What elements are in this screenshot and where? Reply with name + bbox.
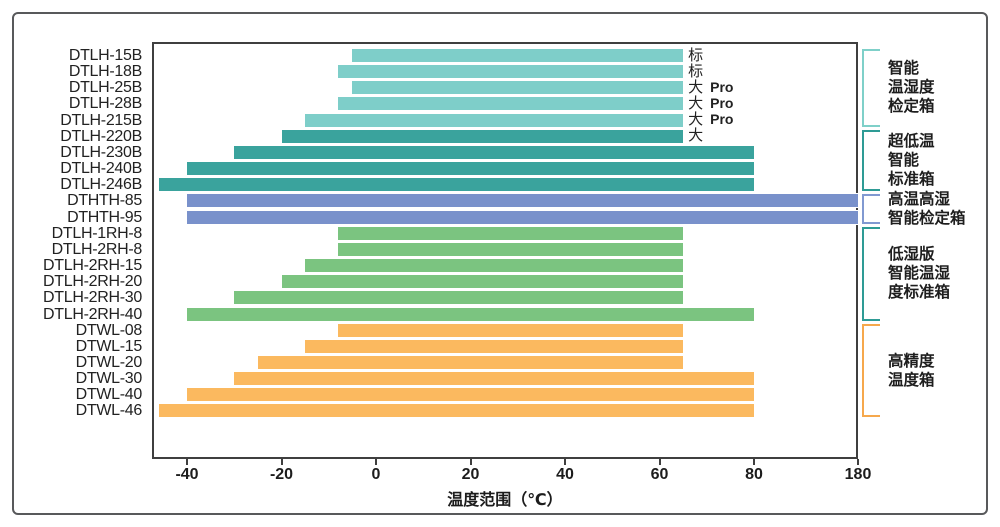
bar-tag: 大 [688,127,704,145]
range-bar [281,129,684,143]
range-bar [234,291,684,305]
bar-tag: 标 [688,46,704,64]
y-axis-label: DTLH-1RH-8 [51,224,143,242]
y-axis-label: DTLH-15B [68,47,142,64]
y-axis-label: DTLH-2RH-30 [43,289,142,307]
range-bar [257,356,684,370]
range-bar [352,81,684,95]
x-tick-label: 0 [371,466,381,483]
y-axis-label: DTHTH-85 [67,192,142,210]
bar-tag: 大 Pro [688,94,734,112]
y-axis-label: DTLH-215B [60,111,142,129]
x-tick-mark [186,459,188,465]
range-bar [305,259,684,273]
range-bar [338,323,684,337]
y-axis-label: DTLH-25B [68,79,142,97]
range-bar [187,307,754,321]
y-axis-label: DTLH-2RH-15 [43,257,142,275]
range-bar [338,65,684,79]
chart-frame [12,12,988,515]
x-tick-mark [857,459,859,465]
x-axis-title: 温度范围（℃） [447,492,563,509]
range-bar [352,49,684,62]
y-axis-label: DTLH-2RH-8 [51,240,143,258]
y-axis-label: DTLH-28B [68,95,142,113]
range-bar [338,242,684,256]
y-axis-label: DTLH-246B [60,176,142,194]
bars-layer: 标标大 Pro 大 Pro 大 Pro 大 [152,42,858,459]
y-axis-label: DTWL-30 [75,370,143,388]
range-bar [187,210,858,224]
range-bar [338,97,684,111]
bar-tag: 大 Pro [688,111,734,129]
range-bar [234,145,754,159]
x-tick-mark [375,459,377,465]
plot-area-border [152,42,858,459]
range-bar [187,162,754,176]
bar-tag: 标 [688,62,704,80]
x-axis: -40 -20 0 20 40 60 80 180 [152,459,871,499]
x-tick-mark [564,459,566,465]
range-bar [158,404,754,418]
y-axis-label: DTWL-15 [75,337,143,355]
y-axis-label: DTHTH-95 [67,208,142,226]
x-tick-label: 60 [650,466,669,483]
x-tick-label: 20 [461,466,480,483]
range-bar [281,275,684,289]
y-axis-label: DTWL-20 [75,354,143,372]
y-axis-label: DTWL-08 [75,321,143,339]
x-tick-label: -20 [269,466,294,483]
y-axis-label: DTLH-2RH-20 [43,273,142,291]
y-axis-labels: DTLH-15B DTLH-18B DTLH-25B DTLH-28B DTLH-215… [0,42,146,459]
x-tick-label: 80 [745,466,763,483]
y-axis-label: DTLH-220B [60,127,142,145]
x-tick-mark [753,459,755,465]
y-axis-label: DTWL-46 [75,402,143,420]
x-tick-mark [658,459,661,465]
bar-tag-pro: Pro [710,94,734,111]
range-bar [234,372,754,386]
x-tick-label: 40 [556,466,574,483]
y-axis-label: DTLH-18B [68,63,142,81]
range-bar [187,194,858,208]
x-tick-mark [469,459,472,465]
x-tick-label: -40 [175,466,199,483]
range-bar [338,226,684,240]
x-tick-mark [280,459,283,465]
y-axis-label: DTWL-40 [75,386,143,404]
bar-tag-pro: Pro [710,111,734,128]
y-axis-label: DTLH-240B [60,160,142,178]
x-tick-label: 180 [844,466,872,483]
range-bar [305,339,684,353]
bar-tag: 大 Pro [688,78,734,96]
y-axis-label: DTLH-2RH-40 [43,305,142,323]
range-bar [187,388,754,402]
bar-tag-pro: Pro [710,78,734,95]
range-bar [158,178,754,192]
range-bar [305,113,684,127]
y-axis-label: DTLH-230B [60,143,142,161]
